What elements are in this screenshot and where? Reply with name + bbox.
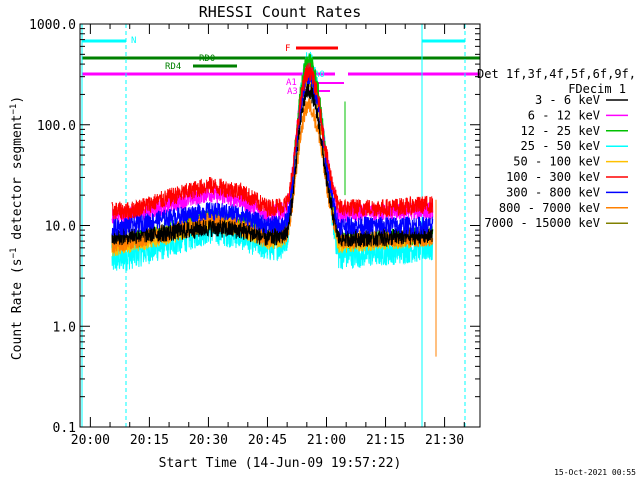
legend-entry-label: 800 - 7000 keV	[499, 201, 600, 215]
x-tick-label: 20:30	[189, 433, 228, 448]
legend-entry-label: 300 - 800 keV	[506, 185, 600, 199]
y-tick-label: 1000.0	[29, 18, 76, 33]
x-tick-label: 21:00	[307, 433, 346, 448]
y-tick-label: 0.1	[53, 421, 76, 436]
state-label-a1: A1	[286, 78, 297, 88]
x-tick-label: 21:30	[425, 433, 464, 448]
axes: 0.1 1.0 10.0 100.0 1000.0 20:00 20:15 20:30 20:4…	[29, 18, 481, 448]
y-tick-label: 100.0	[37, 119, 76, 134]
x-tick-label: 20:15	[130, 433, 169, 448]
legend-entry-label: 50 - 100 keV	[513, 155, 600, 169]
legend-entry-label: 25 - 50 keV	[521, 139, 600, 153]
y-tick-label: 10.0	[45, 220, 76, 235]
state-label-rd0: RD0	[199, 54, 215, 64]
legend: Det 1f,3f,4f,5f,6f,9f,FDecim 13 - 6 keV6…	[477, 67, 636, 230]
y-axis-label: Count Rate (s−1 detector segment−1)	[9, 96, 25, 360]
legend-entry-label: 6 - 12 keV	[528, 108, 600, 122]
date-stamp: 15-Oct-2021 00:55	[554, 468, 636, 477]
state-label-n: N	[131, 36, 136, 46]
legend-entry-label: 100 - 300 keV	[506, 170, 600, 184]
x-tick-label: 20:45	[248, 433, 287, 448]
x-tick-label: 21:15	[366, 433, 405, 448]
series-line-300-800keV	[111, 67, 434, 237]
legend-title-line1: Det 1f,3f,4f,5f,6f,9f,	[477, 67, 636, 81]
state-label-a3: A3	[287, 87, 298, 97]
series-line-100-300keV	[111, 62, 434, 220]
state-label-f: F	[285, 44, 290, 54]
legend-title-line2: FDecim 1	[568, 82, 626, 96]
chart-title: RHESSI Count Rates	[199, 3, 362, 21]
legend-entry-label: 3 - 6 keV	[535, 93, 600, 107]
legend-entry-label: 7000 - 15000 keV	[484, 216, 600, 230]
state-label-rd4: RD4	[165, 62, 181, 72]
y-tick-label: 1.0	[53, 320, 76, 335]
x-tick-label: 20:00	[71, 433, 110, 448]
legend-entry-label: 12 - 25 keV	[521, 124, 600, 138]
x-axis-label: Start Time (14-Jun-09 19:57:22)	[159, 456, 402, 471]
state-label-a0: A0	[314, 70, 325, 80]
